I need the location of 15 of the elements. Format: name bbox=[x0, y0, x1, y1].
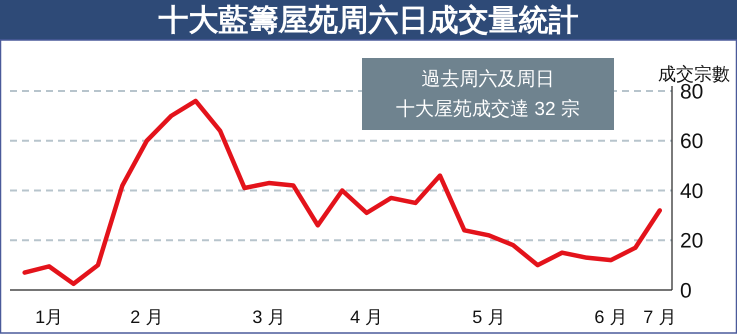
x-tick-label: 5 月 bbox=[472, 307, 506, 327]
y-tick-label: 40 bbox=[680, 180, 704, 203]
x-tick-label: 2 月 bbox=[130, 307, 164, 327]
x-tick-label: 7 月 bbox=[643, 307, 676, 327]
x-tick-label: 4 月 bbox=[350, 307, 384, 327]
text: 過去周六及周日 bbox=[422, 68, 554, 90]
x-tick-label: 1月 bbox=[35, 307, 64, 327]
line-series bbox=[22, 98, 662, 286]
x-tick-label: 3 月 bbox=[252, 307, 286, 327]
y-tick-label: 0 bbox=[680, 279, 692, 302]
annotation: 十大屋苑成交達 32 宗 bbox=[396, 98, 580, 120]
chart-title: 十大藍籌屋苑周六日成交量統計 bbox=[158, 3, 578, 37]
x-tick-label: 6 月 bbox=[594, 307, 628, 327]
y-tick-label: 60 bbox=[680, 130, 704, 154]
y-tick-label: 20 bbox=[680, 230, 704, 253]
